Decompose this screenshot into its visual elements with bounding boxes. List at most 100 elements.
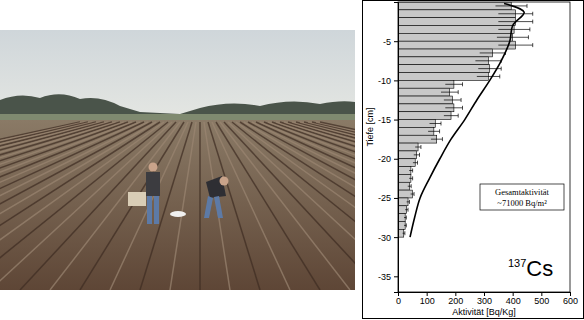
- tick-mark: [394, 159, 398, 160]
- furrow: [304, 122, 355, 290]
- error-bar-cap: [406, 216, 407, 220]
- bar: [398, 198, 408, 206]
- tick-label: -5: [383, 37, 391, 47]
- error-bar-line: [444, 99, 461, 100]
- error-bar-line: [498, 29, 530, 30]
- tick-label: -15: [378, 115, 391, 125]
- tick-label: -30: [378, 233, 391, 243]
- bar: [398, 174, 411, 182]
- error-bar: [407, 200, 410, 204]
- error-bar: [431, 137, 442, 141]
- person-head: [149, 163, 158, 172]
- bar: [398, 190, 412, 198]
- error-bar-cap: [528, 35, 529, 39]
- person-legs: [204, 196, 213, 218]
- x-axis: 0100200300400500600: [396, 292, 578, 306]
- person-legs: [147, 196, 152, 224]
- error-bar: [480, 51, 506, 55]
- error-bar: [444, 98, 461, 102]
- error-bar: [411, 192, 414, 196]
- error-bar: [415, 145, 421, 149]
- error-bar-cap: [458, 114, 459, 118]
- furrow: [0, 122, 168, 290]
- tick-label: 400: [506, 296, 521, 306]
- isotope-symbol: Cs: [526, 256, 553, 281]
- bar: [398, 26, 514, 34]
- furrow: [296, 122, 355, 290]
- person-legs: [154, 196, 159, 224]
- furrow: [272, 122, 355, 290]
- error-bar-cap: [404, 231, 405, 235]
- error-bar-cap: [412, 176, 413, 180]
- error-bar-line: [477, 76, 500, 77]
- error-bar-line: [441, 92, 458, 93]
- tick: 200: [448, 292, 463, 306]
- tick: -5: [383, 37, 398, 47]
- error-bar-cap: [499, 74, 500, 78]
- error-bar-cap: [414, 192, 415, 196]
- error-bar-cap: [529, 27, 530, 31]
- error-bar-cap: [458, 90, 459, 94]
- tick: -10: [378, 76, 398, 86]
- error-bar: [403, 231, 405, 235]
- error-bar: [444, 114, 458, 118]
- annotation: ~71000 Bq/m²: [497, 198, 547, 208]
- error-bar-line: [409, 178, 412, 179]
- furrow: [308, 122, 355, 290]
- error-bar: [404, 223, 406, 227]
- error-bar-cap: [532, 12, 533, 16]
- tick-mark: [394, 237, 398, 238]
- tick: 600: [563, 292, 578, 306]
- error-bar-line: [414, 154, 420, 155]
- tick: -25: [378, 193, 398, 203]
- tick-label: 600: [563, 296, 578, 306]
- furrow: [0, 122, 172, 290]
- error-bar-line: [405, 209, 408, 210]
- x-axis-title: Aktivität [Bq/Kg]: [452, 307, 516, 317]
- furrow: [312, 122, 355, 290]
- tick: 400: [506, 292, 521, 306]
- trees: [0, 94, 355, 116]
- bar: [398, 18, 516, 26]
- error-bar-line: [445, 107, 462, 108]
- furrow: [276, 122, 355, 290]
- chart-panel: [363, 1, 584, 319]
- furrow: [300, 122, 355, 290]
- furrow: [170, 122, 196, 290]
- error-bar-cap: [419, 153, 420, 157]
- error-bar-cap: [532, 43, 533, 47]
- error-bar: [409, 169, 412, 173]
- error-bar: [408, 184, 411, 188]
- furrow: [252, 122, 355, 290]
- error-bar: [409, 176, 412, 180]
- error-bar-line: [413, 162, 418, 163]
- error-bar-cap: [462, 82, 463, 86]
- photo: [0, 30, 355, 290]
- tick: 500: [534, 292, 549, 306]
- error-bar-line: [497, 37, 529, 38]
- error-bar-cap: [462, 106, 463, 110]
- error-bar-line: [408, 186, 411, 187]
- person-head: [220, 177, 229, 186]
- tick-mark: [394, 276, 398, 277]
- bar: [398, 33, 513, 41]
- error-bar: [477, 74, 500, 78]
- figure: 0100200300400500600-35-30-25-20-15-10-5A…: [0, 0, 584, 320]
- error-bar-line: [498, 45, 532, 46]
- furrow: [110, 122, 188, 290]
- bar: [398, 49, 493, 57]
- error-bar-cap: [532, 20, 533, 24]
- error-bar-line: [498, 13, 532, 14]
- tick-label: 100: [420, 296, 435, 306]
- annotation-box: Gesamtaktivität~71000 Bq/m²: [480, 184, 564, 210]
- error-bar: [413, 161, 418, 165]
- furrow: [320, 122, 355, 290]
- furrow: [208, 122, 260, 290]
- error-bar: [497, 35, 529, 39]
- error-bar-cap: [408, 208, 409, 212]
- error-bar-cap: [417, 161, 418, 165]
- error-bar-cap: [441, 121, 442, 125]
- furrow: [80, 122, 184, 290]
- tick-label: 300: [477, 296, 492, 306]
- error-bar: [404, 216, 406, 220]
